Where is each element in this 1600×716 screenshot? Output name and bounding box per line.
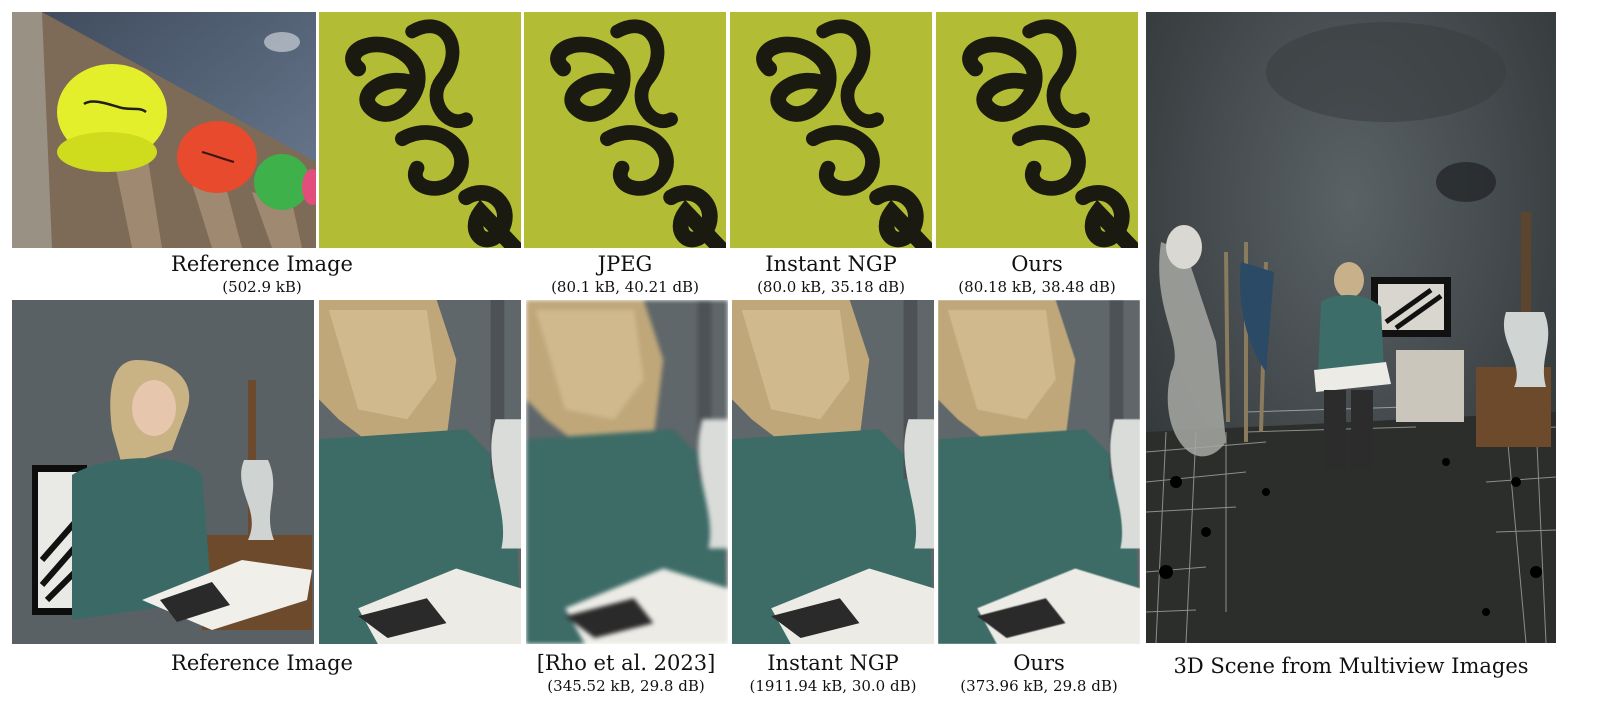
caption-label: Ours — [1011, 252, 1063, 276]
caption-label: Instant NGP — [767, 651, 899, 675]
caption-row2-rho: [Rho et al. 2023] (345.52 kB, 29.8 dB) — [516, 651, 736, 695]
caption-label: 3D Scene from Multiview Images — [1173, 654, 1529, 678]
scene-3d-render — [1146, 12, 1556, 643]
crop-jpeg — [524, 12, 726, 248]
crop-ours-reader — [938, 300, 1140, 644]
caption-detail: (373.96 kB, 29.8 dB) — [960, 677, 1118, 695]
caption-label: Instant NGP — [765, 252, 897, 276]
caption-row1-instant-ngp: Instant NGP (80.0 kB, 35.18 dB) — [730, 252, 932, 296]
caption-row1-jpeg: JPEG (80.1 kB, 40.21 dB) — [524, 252, 726, 296]
caption-scene-3d: 3D Scene from Multiview Images — [1146, 654, 1556, 678]
caption-detail: (80.0 kB, 35.18 dB) — [757, 278, 905, 296]
caption-label: Reference Image — [171, 252, 353, 276]
caption-label: Ours — [1013, 651, 1065, 675]
reference-image-reader — [12, 300, 314, 644]
reference-image-caps — [12, 12, 316, 248]
caption-row2-reference: Reference Image — [162, 651, 362, 675]
crop-instant-ngp — [730, 12, 932, 248]
crop-reference — [319, 12, 521, 248]
caption-label: [Rho et al. 2023] — [536, 651, 716, 675]
caption-detail: (345.52 kB, 29.8 dB) — [547, 677, 705, 695]
caption-detail: (1911.94 kB, 30.0 dB) — [749, 677, 917, 695]
crop-reference-reader — [319, 300, 521, 644]
caption-row1-ours: Ours (80.18 kB, 38.48 dB) — [936, 252, 1138, 296]
crop-instant-ngp-reader — [732, 300, 934, 644]
caption-row1-reference: Reference Image (502.9 kB) — [162, 252, 362, 296]
caption-row2-ours: Ours (373.96 kB, 29.8 dB) — [928, 651, 1150, 695]
caption-detail: (80.1 kB, 40.21 dB) — [551, 278, 699, 296]
caption-detail: (502.9 kB) — [222, 278, 302, 296]
crop-rho — [526, 300, 728, 644]
caption-row2-instant-ngp: Instant NGP (1911.94 kB, 30.0 dB) — [722, 651, 944, 695]
caption-detail: (80.18 kB, 38.48 dB) — [958, 278, 1116, 296]
crop-ours — [936, 12, 1138, 248]
caption-label: JPEG — [597, 252, 653, 276]
caption-label: Reference Image — [171, 651, 353, 675]
